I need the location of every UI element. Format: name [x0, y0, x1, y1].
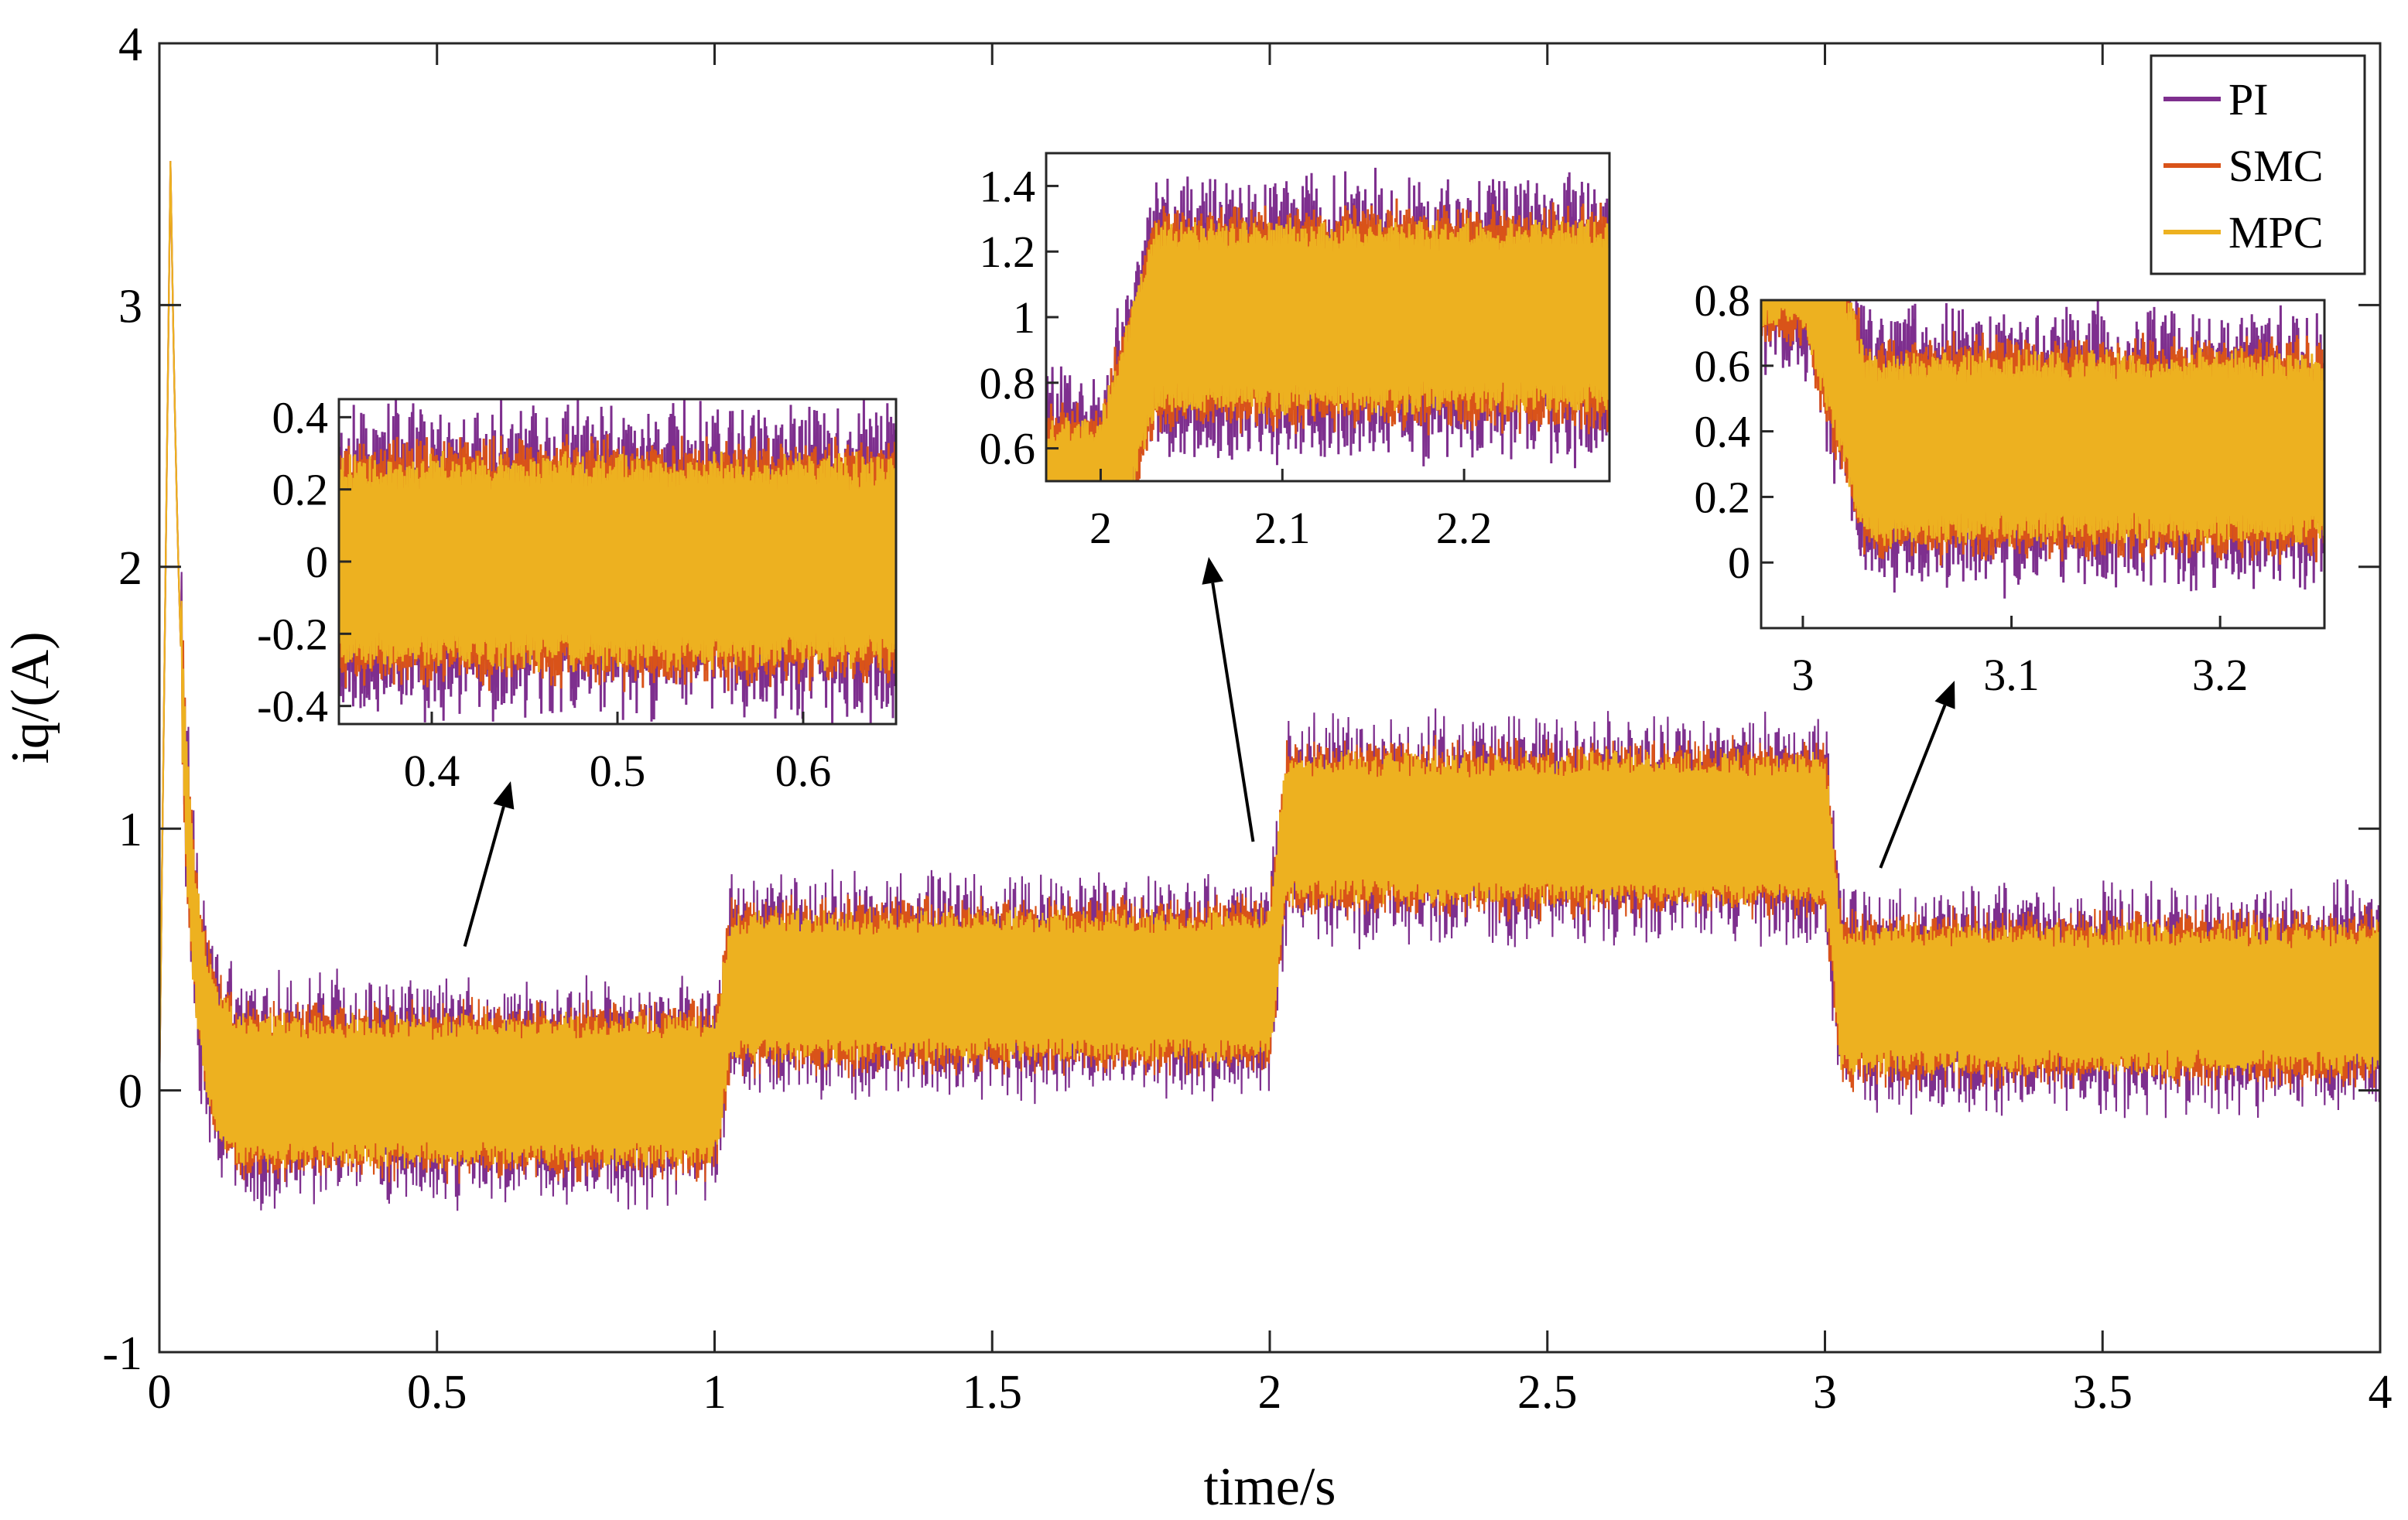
inset-x-tick-label: 3 [1791, 650, 1814, 700]
y-tick-label: 4 [118, 19, 142, 71]
inset-y-tick-label: 0.2 [1695, 472, 1751, 522]
inset-y-tick-label: 0.4 [272, 392, 329, 442]
inset-y-tick-label: -0.2 [257, 609, 328, 659]
zoom-arrow-head [493, 781, 515, 810]
inset-x-tick-label: 3.2 [2192, 650, 2249, 700]
inset-series-line-mpc [1761, 300, 2324, 548]
inset-x-tick-label: 0.6 [775, 746, 832, 796]
inset-series-line-mpc [1046, 217, 1609, 481]
legend-label-smc: SMC [2228, 141, 2324, 191]
inset-series-group [339, 399, 896, 724]
x-tick-label: 2.5 [1517, 1366, 1578, 1419]
x-tick-label: 1 [703, 1366, 727, 1419]
inset-x-tick-label: 0.4 [404, 746, 460, 796]
inset-axes-box [1760, 299, 2326, 630]
x-tick-label: 0.5 [407, 1366, 467, 1419]
inset-y-tick-label: 0.8 [1695, 275, 1751, 326]
legend-label-pi: PI [2228, 74, 2269, 125]
zoom-arrow-line [1211, 582, 1255, 842]
inset-y-tick-label: 0.2 [272, 465, 329, 515]
main-ticks-group [158, 42, 2382, 1354]
x-tick-label: 2 [1258, 1366, 1282, 1419]
inset-y-tick-label: 1.4 [980, 161, 1036, 211]
inset-2: 2 2.1 2.2 1.4 1.2 1 0.8 0.6 [980, 152, 1611, 553]
inset-series-line-smc [1046, 198, 1609, 481]
zoom-arrow-line [1879, 704, 1947, 869]
legend: PI SMC MPC [2150, 54, 2366, 275]
x-tick-label: 1.5 [963, 1366, 1023, 1419]
inset-y-tick-label: 0.6 [1695, 341, 1751, 391]
x-tick-label: 3.5 [2073, 1366, 2133, 1419]
insets-group: 0.4 0.5 0.6 0.4 0.2 0 -0.2 -0.4 2 2.1 2.2 1.4 1.2 1 0.… [257, 152, 2326, 796]
zoom-arrow-line [463, 806, 505, 948]
zoom-arrow-head [1934, 681, 1955, 709]
y-tick-label: 3 [118, 280, 142, 333]
y-tick-label: 0 [118, 1066, 142, 1119]
inset-x-tick-label: 2.2 [1436, 503, 1493, 553]
x-tick-label: 4 [2369, 1366, 2393, 1419]
main-series-group [159, 161, 2380, 1211]
y-tick-label: 2 [118, 542, 142, 595]
inset-x-tick-label: 0.5 [590, 746, 646, 796]
y-axis-label: iq/(A) [1, 631, 60, 763]
x-axis-label: time/s [1203, 1457, 1336, 1517]
inset-y-tick-label: 0.4 [1695, 407, 1751, 457]
inset-3: 3 3.1 3.2 0.8 0.6 0.4 0.2 0 [1695, 275, 2326, 700]
inset-series-group [1046, 167, 1609, 481]
inset-y-tick-label: 0.6 [980, 424, 1036, 474]
y-tick-label: 1 [118, 804, 142, 856]
inset-series-group [1761, 300, 2324, 599]
inset-y-tick-label: 0 [1728, 538, 1750, 588]
inset-y-tick-label: 1 [1013, 292, 1035, 343]
inset-x-tick-label: 2 [1089, 503, 1112, 553]
zoom-arrow-head [1202, 557, 1224, 585]
inset-y-tick-label: 1.2 [980, 227, 1036, 277]
inset-1: 0.4 0.5 0.6 0.4 0.2 0 -0.2 -0.4 [257, 392, 898, 796]
legend-label-mpc: MPC [2228, 207, 2324, 258]
inset-y-tick-label: -0.4 [257, 681, 328, 732]
inset-y-tick-label: 0.8 [980, 358, 1036, 408]
zoom-arrows-group [463, 557, 1955, 948]
inset-x-tick-label: 2.1 [1254, 503, 1311, 553]
inset-series-line-mpc [339, 450, 896, 673]
x-tick-label: 0 [148, 1366, 172, 1419]
inset-x-tick-label: 3.1 [1983, 650, 2040, 700]
y-tick-label: -1 [102, 1327, 142, 1380]
inset-y-tick-label: 0 [306, 537, 328, 587]
x-tick-label: 3 [1813, 1366, 1837, 1419]
series-line-mpc [159, 161, 2380, 1170]
